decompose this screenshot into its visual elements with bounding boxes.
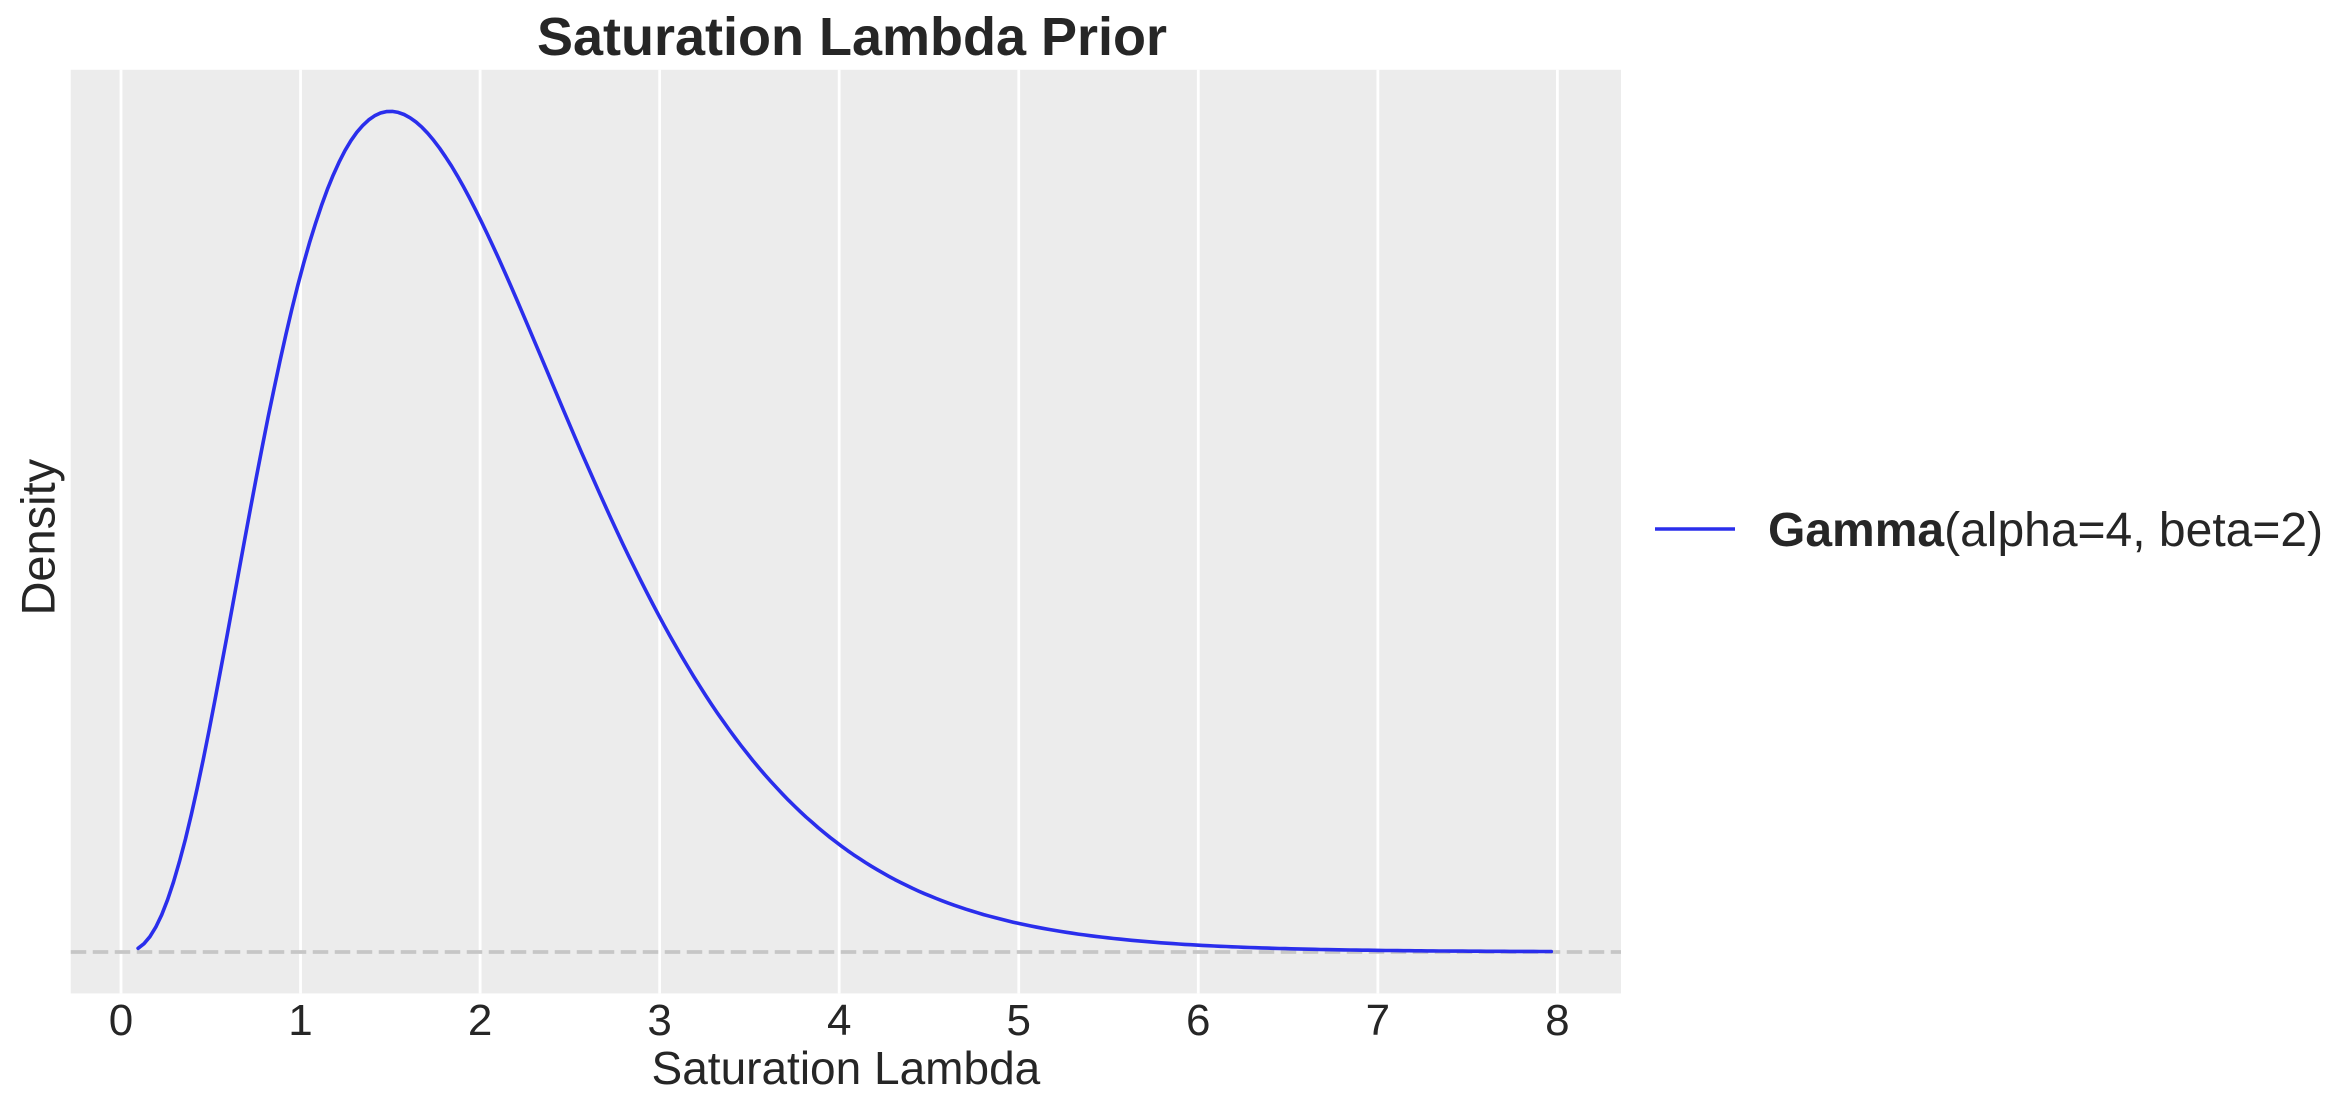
- svg-text:6: 6: [1186, 996, 1210, 1045]
- svg-text:Saturation Lambda Prior: Saturation Lambda Prior: [537, 7, 1167, 67]
- svg-text:0: 0: [109, 996, 133, 1045]
- svg-text:Saturation Lambda: Saturation Lambda: [652, 1042, 1041, 1094]
- svg-text:8: 8: [1545, 996, 1569, 1045]
- svg-text:3: 3: [647, 996, 671, 1045]
- svg-text:7: 7: [1366, 996, 1390, 1045]
- svg-text:Gamma(alpha=4, beta=2): Gamma(alpha=4, beta=2): [1768, 504, 2323, 557]
- svg-text:4: 4: [827, 996, 851, 1045]
- svg-text:Density: Density: [12, 458, 65, 615]
- svg-text:1: 1: [288, 996, 312, 1045]
- svg-text:2: 2: [468, 996, 492, 1045]
- svg-text:5: 5: [1007, 996, 1031, 1045]
